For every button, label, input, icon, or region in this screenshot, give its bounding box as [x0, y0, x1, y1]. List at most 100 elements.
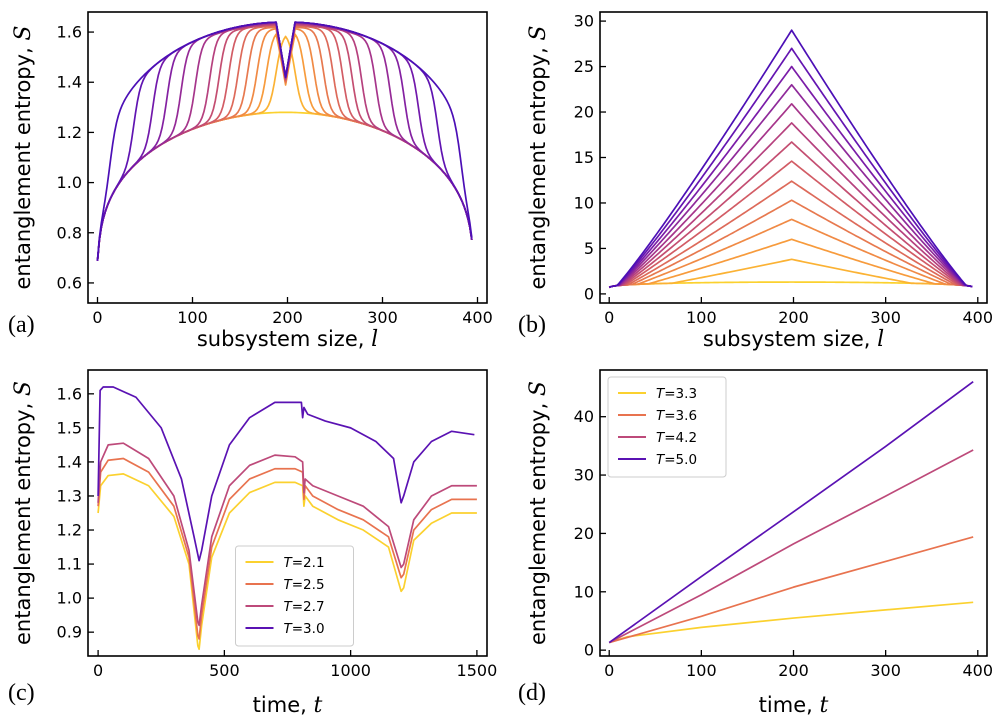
series-group: [608, 29, 973, 289]
series-line-curve-12: [96, 21, 473, 261]
series-line-curve-12: [608, 65, 973, 289]
y-tick-label: 0.9: [57, 623, 82, 642]
chart-panel-b: 0 100 200 300 400 0 5 10 15 20 25 30 subsystem size,…: [518, 11, 994, 352]
y-tick-label: 1.2: [57, 123, 82, 142]
series-line-curve-15: [96, 21, 473, 261]
y-tick-label: 25: [574, 57, 594, 76]
y-tick-label: 0.8: [57, 223, 82, 242]
y-tick-label: 40: [574, 407, 594, 426]
y-tick-label: 10: [574, 582, 594, 601]
x-axis-label: time, t: [253, 693, 323, 718]
series-line-3.6: [608, 536, 974, 644]
chart-panel-d: 0 100 200 300 400 0 10 20 30 40 time, t entanglemen…: [518, 369, 994, 718]
x-tick-label: 0: [604, 308, 614, 327]
y-tick-label: 1.5: [57, 418, 82, 437]
y-tick-label: 0: [584, 284, 594, 303]
legend-label: T=2.5: [284, 577, 325, 593]
series-line-3.0: [97, 386, 475, 562]
x-tick-label: 400: [462, 308, 493, 327]
series-group: [608, 380, 974, 644]
series-line-curve-05: [608, 199, 973, 289]
y-tick-label: 20: [574, 103, 594, 122]
panel-label: (a): [8, 312, 35, 338]
y-tick-label: 0: [584, 641, 594, 660]
x-tick-label: 100: [177, 308, 208, 327]
series-line-5.0: [608, 380, 974, 644]
y-tick-label: 30: [574, 12, 594, 31]
series-line-3.3: [608, 601, 974, 644]
y-tick-label: 20: [574, 524, 594, 543]
x-tick-label: 200: [272, 308, 303, 327]
series-group: [97, 386, 477, 651]
legend-label: T=2.1: [284, 555, 325, 571]
x-tick-label: 1000: [330, 661, 371, 680]
x-tick-label: 300: [870, 661, 901, 680]
series-line-curve-07: [96, 23, 473, 261]
series-line-curve-06: [608, 180, 973, 289]
y-axis-label: entanglement entropy, S: [11, 381, 36, 645]
series-line-2.1: [97, 473, 477, 651]
y-axis-label: entanglement entropy, S: [526, 381, 551, 645]
plot-frame: [87, 369, 488, 657]
series-line-curve-07: [608, 160, 973, 289]
y-tick-label: 1.6: [57, 23, 82, 42]
x-tick-label: 500: [209, 661, 240, 680]
y-tick-label: 1.6: [57, 384, 82, 403]
series-line-curve-04: [608, 218, 973, 289]
legend-frame: [235, 545, 354, 647]
series-line-curve-09: [96, 22, 473, 261]
y-tick-label: 1.2: [57, 521, 82, 540]
legend-label: T=4.2: [656, 430, 697, 446]
x-tick-label: 400: [963, 308, 994, 327]
chart-panel-c: 0 500 1000 1500 0.9 1.0 1.1 1.2 1.3 1.4 1.5 1.6 time…: [8, 369, 498, 718]
y-tick-label: 10: [574, 193, 594, 212]
legend-label: T=5.0: [656, 452, 697, 468]
y-tick-label: 1.0: [57, 589, 82, 608]
series-line-curve-01: [96, 111, 473, 261]
series-line-curve-02: [608, 258, 973, 289]
x-tick-label: 0: [92, 308, 102, 327]
panel-label: (d): [518, 680, 546, 706]
series-line-curve-13: [96, 21, 473, 261]
panel-label: (c): [8, 680, 35, 706]
y-tick-label: 30: [574, 466, 594, 485]
y-axis-label: entanglement entropy, S: [11, 26, 36, 290]
y-tick-label: 1.4: [57, 452, 82, 471]
panel-label: (b): [518, 312, 546, 338]
x-tick-label: 200: [778, 308, 809, 327]
series-line-2.5: [97, 457, 477, 640]
legend-frame: [607, 376, 727, 478]
series-line-curve-08: [608, 141, 973, 289]
legend-label: T=3.6: [656, 408, 697, 424]
legend-label: T=2.7: [284, 599, 325, 615]
series-line-curve-11: [96, 21, 473, 261]
x-tick-label: 0: [93, 661, 103, 680]
legend-label: T=3.3: [656, 386, 697, 402]
series-line-2.7: [97, 442, 477, 627]
y-tick-label: 15: [574, 148, 594, 167]
series-line-curve-14: [608, 29, 973, 289]
x-tick-label: 300: [367, 308, 398, 327]
y-tick-label: 5: [584, 239, 594, 258]
y-tick-label: 1.3: [57, 486, 82, 505]
legend-label: T=3.0: [284, 621, 325, 637]
legend: T=3.3 T=3.6 T=4.2 T=5.0: [607, 376, 727, 478]
series-line-curve-14: [96, 21, 473, 261]
series-line-curve-10: [96, 22, 473, 261]
x-tick-label: 400: [963, 661, 994, 680]
y-tick-label: 1.0: [57, 173, 82, 192]
series-line-curve-03: [608, 238, 973, 289]
series-line-curve-13: [608, 47, 973, 289]
x-tick-label: 1500: [457, 661, 498, 680]
series-line-curve-09: [608, 122, 973, 289]
y-tick-label: 1.4: [57, 73, 82, 92]
x-tick-label: 200: [778, 661, 809, 680]
y-tick-label: 0.6: [57, 273, 82, 292]
series-line-curve-10: [608, 103, 973, 289]
y-axis-label: entanglement entropy, S: [526, 26, 551, 290]
series-group: [96, 21, 473, 261]
series-line-4.2: [608, 449, 974, 644]
series-line-curve-06: [96, 25, 473, 261]
series-line-curve-11: [608, 83, 973, 289]
